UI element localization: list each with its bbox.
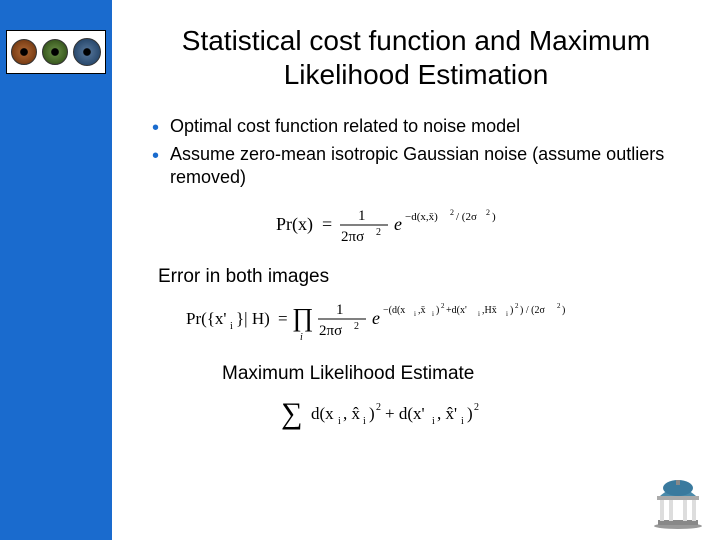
svg-text:1: 1 bbox=[358, 208, 366, 224]
svg-text:i: i bbox=[300, 332, 303, 343]
svg-text:,Hx̄: ,Hx̄ bbox=[482, 305, 497, 316]
svg-text:2: 2 bbox=[474, 402, 479, 413]
svg-text:i: i bbox=[478, 310, 480, 318]
svg-text:): ) bbox=[467, 404, 473, 423]
svg-text:2: 2 bbox=[557, 302, 561, 310]
svg-text:i: i bbox=[432, 310, 434, 318]
svg-text:i: i bbox=[506, 310, 508, 318]
svg-text:=: = bbox=[278, 309, 288, 328]
svg-text:−d(x,x̄): −d(x,x̄) bbox=[405, 211, 438, 223]
svg-text:+ d(x': + d(x' bbox=[385, 404, 425, 423]
svg-text:=: = bbox=[322, 214, 332, 234]
svg-text:i: i bbox=[338, 416, 341, 427]
slide-title: Statistical cost function and Maximum Li… bbox=[142, 24, 690, 91]
formula-sum: ∑ d(x i , x̂ i ) 2 + d(x' i , x̂' i ) 2 bbox=[142, 393, 690, 442]
sidebar bbox=[0, 0, 112, 540]
svg-text:2: 2 bbox=[450, 208, 454, 217]
svg-text:Pr({x': Pr({x' bbox=[186, 309, 227, 328]
svg-text:): ) bbox=[436, 305, 439, 316]
svg-text:): ) bbox=[369, 404, 375, 423]
svg-text:i: i bbox=[363, 416, 366, 427]
svg-text:}| H): }| H) bbox=[236, 309, 270, 328]
svg-text:): ) bbox=[510, 305, 513, 316]
svg-text:2: 2 bbox=[486, 208, 490, 217]
svg-text:2: 2 bbox=[515, 302, 519, 310]
svg-text:1: 1 bbox=[336, 302, 344, 318]
svg-text:+d(x': +d(x' bbox=[446, 305, 467, 316]
bullet-item: Assume zero-mean isotropic Gaussian nois… bbox=[148, 143, 690, 190]
iris-icon bbox=[11, 39, 37, 65]
svg-text:): ) bbox=[492, 211, 496, 223]
svg-text:): ) bbox=[562, 305, 565, 316]
svg-text:, x̂': , x̂' bbox=[437, 404, 457, 423]
formula-pr-h: Pr({x' i }| H) = ∏ i 1 2πσ 2 e −(d(x i ,… bbox=[142, 296, 690, 349]
svg-text:2πσ: 2πσ bbox=[319, 323, 342, 339]
svg-text:d(x: d(x bbox=[311, 404, 334, 423]
svg-text:−(d(x: −(d(x bbox=[383, 305, 405, 316]
bullet-list: Optimal cost function related to noise m… bbox=[148, 115, 690, 189]
subhead-mle: Maximum Likelihood Estimate bbox=[222, 363, 690, 385]
svg-text:, x̂: , x̂ bbox=[343, 404, 361, 423]
svg-text:∏: ∏ bbox=[292, 303, 313, 332]
svg-text:,x̄: ,x̄ bbox=[418, 305, 426, 316]
bullet-item: Optimal cost function related to noise m… bbox=[148, 115, 690, 138]
subhead-error-both: Error in both images bbox=[158, 266, 690, 288]
svg-text:2πσ: 2πσ bbox=[341, 229, 364, 245]
svg-text:2: 2 bbox=[376, 227, 381, 238]
svg-text:i: i bbox=[461, 416, 464, 427]
svg-text:i: i bbox=[432, 416, 435, 427]
svg-text:2: 2 bbox=[376, 402, 381, 413]
svg-text:) / (2σ: ) / (2σ bbox=[520, 305, 545, 316]
svg-text:∑: ∑ bbox=[281, 397, 302, 430]
iris-logo bbox=[6, 30, 106, 74]
svg-text:e: e bbox=[394, 214, 402, 234]
formula-pr-x: Pr(x) = 1 2πσ 2 e −d(x,x̄) 2 / (2σ 2 ) bbox=[142, 203, 690, 252]
old-well-icon bbox=[650, 478, 706, 530]
svg-text:2: 2 bbox=[354, 321, 359, 332]
slide-content: Statistical cost function and Maximum Li… bbox=[112, 0, 720, 540]
svg-text:Pr(x): Pr(x) bbox=[276, 214, 313, 235]
svg-text:/ (2σ: / (2σ bbox=[456, 211, 477, 223]
svg-text:2: 2 bbox=[441, 302, 445, 310]
svg-text:i: i bbox=[230, 321, 233, 332]
svg-text:i: i bbox=[414, 310, 416, 318]
svg-text:e: e bbox=[372, 308, 380, 328]
iris-icon bbox=[73, 38, 101, 66]
iris-icon bbox=[42, 39, 68, 65]
